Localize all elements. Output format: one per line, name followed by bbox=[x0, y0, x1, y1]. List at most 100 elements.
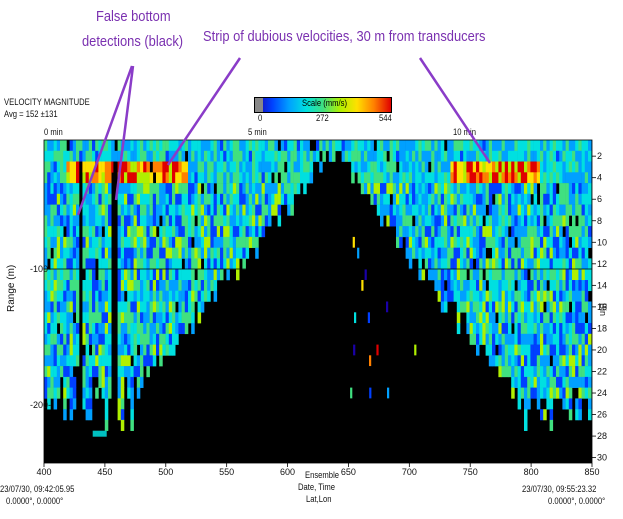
heatmap-cell bbox=[584, 215, 589, 227]
false-bottom-column-2 bbox=[113, 161, 118, 464]
heatmap-cell bbox=[216, 215, 221, 227]
heatmap-cell bbox=[434, 172, 438, 184]
heatmap-cell bbox=[453, 280, 458, 292]
heatmap-cell bbox=[133, 193, 138, 205]
heatmap-cell bbox=[434, 161, 438, 173]
heatmap-cell bbox=[495, 193, 499, 205]
heatmap-cell bbox=[578, 323, 582, 335]
heatmap-cell bbox=[578, 290, 582, 302]
heatmap-cell bbox=[56, 247, 61, 259]
heatmap-cell bbox=[431, 215, 435, 227]
heatmap-cell bbox=[588, 172, 592, 184]
heatmap-cell bbox=[287, 193, 291, 205]
heatmap-cell bbox=[152, 161, 157, 173]
heatmap-cell bbox=[575, 312, 579, 324]
heatmap-cell bbox=[546, 215, 550, 227]
heatmap-cell bbox=[472, 269, 477, 281]
heatmap-cell bbox=[584, 344, 589, 356]
heatmap-cell bbox=[588, 376, 592, 388]
heatmap-cell bbox=[434, 150, 438, 162]
heatmap-cell bbox=[431, 172, 435, 184]
heatmap-cell bbox=[207, 226, 211, 238]
heatmap-cell bbox=[546, 193, 550, 205]
heatmap-cell bbox=[460, 140, 464, 152]
heatmap-cell bbox=[98, 183, 102, 195]
heatmap-cell bbox=[568, 226, 573, 238]
heatmap-cell bbox=[575, 140, 579, 152]
heatmap-cell bbox=[476, 269, 480, 281]
heatmap-cell bbox=[236, 193, 240, 205]
heatmap-cell bbox=[82, 193, 86, 205]
heatmap-cell bbox=[556, 193, 560, 205]
heatmap-cell bbox=[546, 312, 550, 324]
heatmap-cell bbox=[581, 236, 586, 248]
heatmap-cell bbox=[56, 193, 61, 205]
heatmap-cell bbox=[124, 140, 128, 152]
heatmap-cell bbox=[117, 183, 122, 195]
heatmap-cell bbox=[530, 355, 534, 367]
heatmap-cell bbox=[140, 172, 144, 184]
heatmap-cell bbox=[444, 290, 448, 302]
heatmap-cell bbox=[533, 172, 538, 184]
heatmap-cell bbox=[530, 323, 534, 335]
heatmap-cell bbox=[127, 204, 131, 216]
heatmap-cell bbox=[530, 258, 534, 270]
heatmap-cell bbox=[520, 333, 525, 345]
heatmap-cell bbox=[527, 161, 531, 173]
heatmap-cell bbox=[47, 280, 51, 292]
heatmap-cell bbox=[549, 333, 554, 345]
heatmap-cell bbox=[498, 269, 502, 281]
heatmap-cell bbox=[514, 333, 518, 345]
heatmap-cell bbox=[44, 247, 48, 259]
heatmap-cell bbox=[450, 280, 454, 292]
heatmap-cell bbox=[261, 150, 266, 162]
heatmap-cell bbox=[421, 236, 426, 248]
heatmap-cell bbox=[447, 193, 451, 205]
heatmap-cell bbox=[440, 150, 445, 162]
heatmap-cell bbox=[370, 140, 374, 152]
heatmap-cell bbox=[581, 312, 586, 324]
heatmap-cell bbox=[204, 280, 208, 292]
heatmap-cell bbox=[527, 172, 531, 184]
heatmap-cell bbox=[95, 280, 99, 292]
heatmap-cell bbox=[559, 376, 563, 388]
heatmap-cell bbox=[469, 215, 474, 227]
heatmap-cell bbox=[316, 150, 320, 162]
heatmap-cell bbox=[568, 366, 573, 378]
heatmap-cell bbox=[162, 161, 166, 173]
heatmap-cell bbox=[255, 172, 259, 184]
heatmap-cell bbox=[140, 376, 144, 388]
heatmap-cell bbox=[236, 183, 240, 195]
heatmap-cell bbox=[556, 333, 560, 345]
heatmap-cell bbox=[95, 366, 99, 378]
heatmap-cell bbox=[159, 312, 163, 324]
heatmap-cell bbox=[389, 172, 394, 184]
heatmap-cell bbox=[120, 387, 125, 399]
heatmap-cell bbox=[130, 150, 134, 162]
heatmap-cell bbox=[95, 215, 99, 227]
heatmap-cell bbox=[559, 140, 563, 152]
heatmap-cell bbox=[156, 183, 160, 195]
heatmap-cell bbox=[95, 150, 99, 162]
heatmap-cell bbox=[450, 269, 454, 281]
heatmap-cell bbox=[303, 172, 307, 184]
heatmap-cell bbox=[578, 398, 582, 410]
heatmap-cell bbox=[421, 269, 426, 281]
heatmap-cell bbox=[466, 323, 470, 335]
heatmap-cell bbox=[562, 150, 566, 162]
heatmap-cell bbox=[444, 204, 448, 216]
heatmap-cell bbox=[63, 387, 67, 399]
heatmap-cell bbox=[588, 387, 592, 399]
heatmap-cell bbox=[476, 247, 480, 259]
heatmap-cell bbox=[258, 161, 262, 173]
heatmap-cell bbox=[389, 150, 394, 162]
heatmap-cell bbox=[60, 236, 64, 248]
heatmap-cell bbox=[463, 204, 467, 216]
heatmap-cell bbox=[200, 150, 205, 162]
heatmap-cell bbox=[162, 269, 166, 281]
heatmap-cell bbox=[511, 247, 515, 259]
heatmap-cell bbox=[485, 269, 490, 281]
heatmap-cell bbox=[479, 312, 483, 324]
heatmap-cell bbox=[143, 333, 147, 345]
heatmap-cell bbox=[524, 398, 528, 410]
